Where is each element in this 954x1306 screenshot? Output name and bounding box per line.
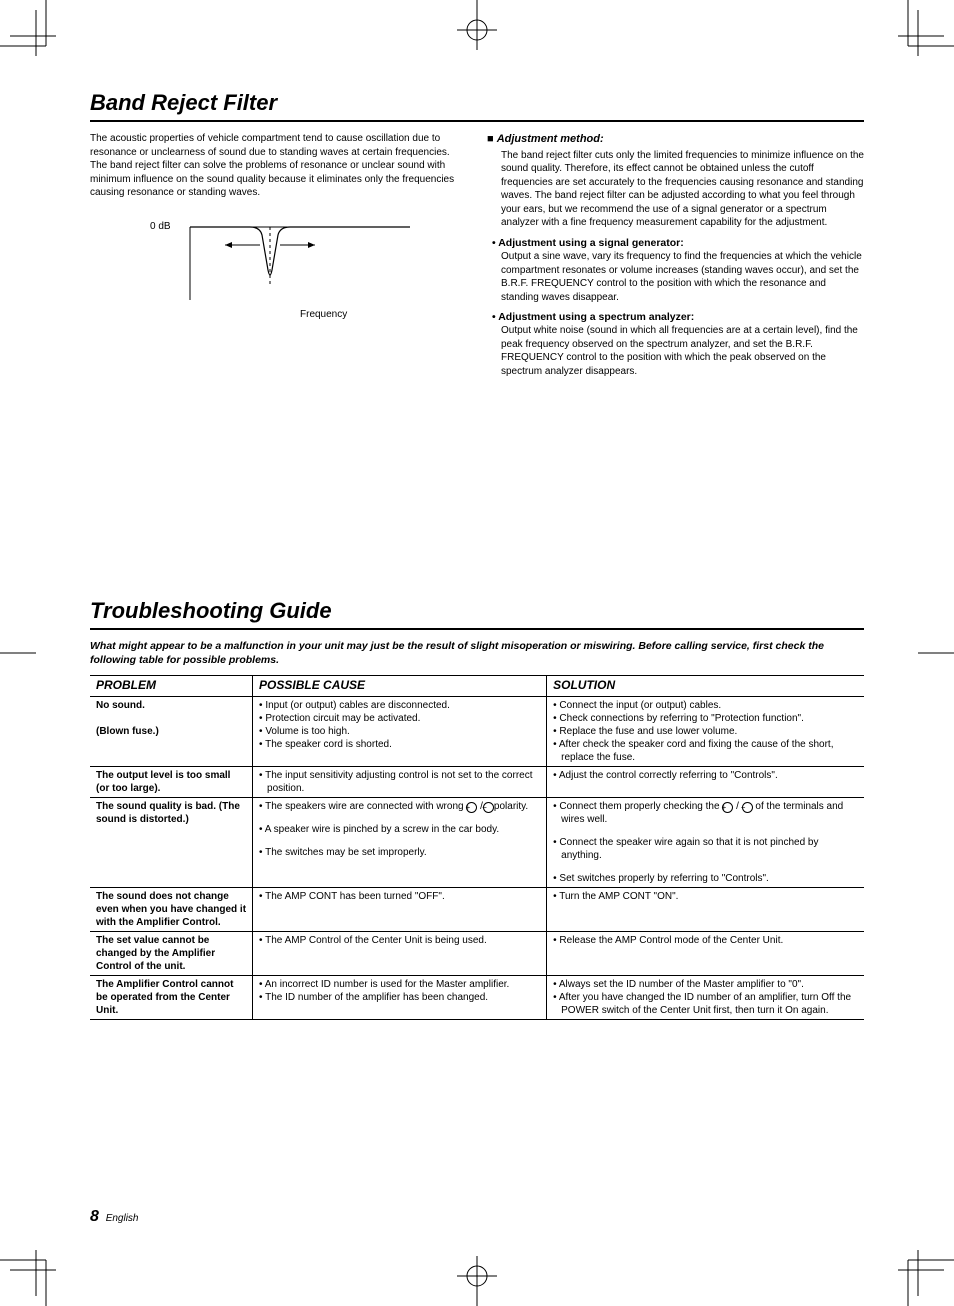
adjust-method-body: The band reject filter cuts only the lim… <box>487 149 864 230</box>
solution-item: Turn the AMP CONT "ON". <box>553 890 858 903</box>
brf-graph-svg <box>140 215 420 315</box>
cell-solution: Connect them properly checking the + / −… <box>547 798 864 888</box>
cell-cause: The speakers wire are connected with wro… <box>253 798 547 888</box>
cell-problem: No sound.(Blown fuse.) <box>90 697 253 767</box>
cell-problem: The sound quality is bad. (The sound is … <box>90 798 253 888</box>
troubleshoot-note: What might appear to be a malfunction in… <box>90 640 864 667</box>
cause-item: Input (or output) cables are disconnecte… <box>259 699 540 712</box>
cause-item: Protection circuit may be activated. <box>259 712 540 725</box>
crop-mark-tr <box>898 0 954 56</box>
cause-item: The input sensitivity adjusting control … <box>259 769 540 795</box>
solution-item: Check connections by referring to "Prote… <box>553 712 858 725</box>
brf-left-col: The acoustic properties of vehicle compa… <box>90 132 467 378</box>
sub2-body: Output white noise (sound in which all f… <box>487 324 864 378</box>
solution-item: After you have changed the ID number of … <box>553 991 858 1017</box>
sub2-title: Adjustment using a spectrum analyzer: <box>487 310 864 324</box>
solution-item: Replace the fuse and use lower volume. <box>553 725 858 738</box>
graph-label-0db: 0 dB <box>150 220 171 234</box>
brf-graph: 0 dB Frequency <box>140 215 420 325</box>
brf-columns: The acoustic properties of vehicle compa… <box>90 132 864 378</box>
cause-item: Volume is too high. <box>259 725 540 738</box>
sub1-title: Adjustment using a signal generator: <box>487 236 864 250</box>
cell-cause: Input (or output) cables are disconnecte… <box>253 697 547 767</box>
solution-item: Connect the speaker wire again so that i… <box>553 836 858 862</box>
solution-item: Adjust the control correctly referring t… <box>553 769 858 782</box>
th-problem: PROBLEM <box>90 676 253 697</box>
side-tick-right <box>918 643 954 663</box>
cell-solution: Connect the input (or output) cables.Che… <box>547 697 864 767</box>
cause-item: The speaker cord is shorted. <box>259 738 540 751</box>
table-row: The set value cannot be changed by the A… <box>90 932 864 976</box>
th-cause: POSSIBLE CAUSE <box>253 676 547 697</box>
table-row: No sound.(Blown fuse.) Input (or output) … <box>90 697 864 767</box>
solution-item: Set switches properly by referring to "C… <box>553 872 858 885</box>
cell-problem: The output level is too small (or too la… <box>90 767 253 798</box>
crop-mark-bl <box>0 1250 56 1306</box>
th-solution: SOLUTION <box>547 676 864 697</box>
registration-mark-bottom <box>457 1256 497 1306</box>
cell-problem: The sound does not change even when you … <box>90 888 253 932</box>
solution-item: Always set the ID number of the Master a… <box>553 978 858 991</box>
cause-item: A speaker wire is pinched by a screw in … <box>259 823 540 836</box>
solution-item: Connect the input (or output) cables. <box>553 699 858 712</box>
cause-item: An incorrect ID number is used for the M… <box>259 978 540 991</box>
table-row: The sound does not change even when you … <box>90 888 864 932</box>
troubleshoot-table: PROBLEM POSSIBLE CAUSE SOLUTION No sound… <box>90 675 864 1020</box>
cell-solution: Always set the ID number of the Master a… <box>547 976 864 1020</box>
adjust-method-header: Adjustment method: <box>487 132 864 147</box>
solution-item: Release the AMP Control mode of the Cent… <box>553 934 858 947</box>
cause-item: The switches may be set improperly. <box>259 846 540 859</box>
page-number: 8 <box>90 1208 99 1225</box>
registration-mark-top <box>457 0 497 50</box>
cause-item: The speakers wire are connected with wro… <box>259 800 540 813</box>
cell-problem: The Amplifier Control cannot be operated… <box>90 976 253 1020</box>
cause-item: The AMP Control of the Center Unit is be… <box>259 934 540 947</box>
table-row: The output level is too small (or too la… <box>90 767 864 798</box>
page-content: Band Reject Filter The acoustic properti… <box>90 90 864 1226</box>
cause-item: The AMP CONT has been turned "OFF". <box>259 890 540 903</box>
cell-problem: The set value cannot be changed by the A… <box>90 932 253 976</box>
cell-solution: Release the AMP Control mode of the Cent… <box>547 932 864 976</box>
graph-label-freq: Frequency <box>300 308 347 322</box>
cell-cause: The input sensitivity adjusting control … <box>253 767 547 798</box>
sub1-body: Output a sine wave, vary its frequency t… <box>487 250 864 304</box>
cell-cause: The AMP CONT has been turned "OFF". <box>253 888 547 932</box>
brf-right-col: Adjustment method: The band reject filte… <box>487 132 864 378</box>
cause-item: The ID number of the amplifier has been … <box>259 991 540 1004</box>
solution-item: Connect them properly checking the + / −… <box>553 800 858 826</box>
page-footer: 8 English <box>90 1208 139 1226</box>
page-lang: English <box>106 1213 139 1224</box>
cell-solution: Turn the AMP CONT "ON". <box>547 888 864 932</box>
section-title-troubleshoot: Troubleshooting Guide <box>90 598 864 630</box>
cell-solution: Adjust the control correctly referring t… <box>547 767 864 798</box>
cell-cause: The AMP Control of the Center Unit is be… <box>253 932 547 976</box>
cell-cause: An incorrect ID number is used for the M… <box>253 976 547 1020</box>
table-row: The sound quality is bad. (The sound is … <box>90 798 864 888</box>
solution-item: After check the speaker cord and fixing … <box>553 738 858 764</box>
crop-mark-br <box>898 1250 954 1306</box>
section-title-brf: Band Reject Filter <box>90 90 864 122</box>
table-row: The Amplifier Control cannot be operated… <box>90 976 864 1020</box>
side-tick-left <box>0 643 36 663</box>
crop-mark-tl <box>0 0 56 56</box>
brf-intro: The acoustic properties of vehicle compa… <box>90 132 467 200</box>
